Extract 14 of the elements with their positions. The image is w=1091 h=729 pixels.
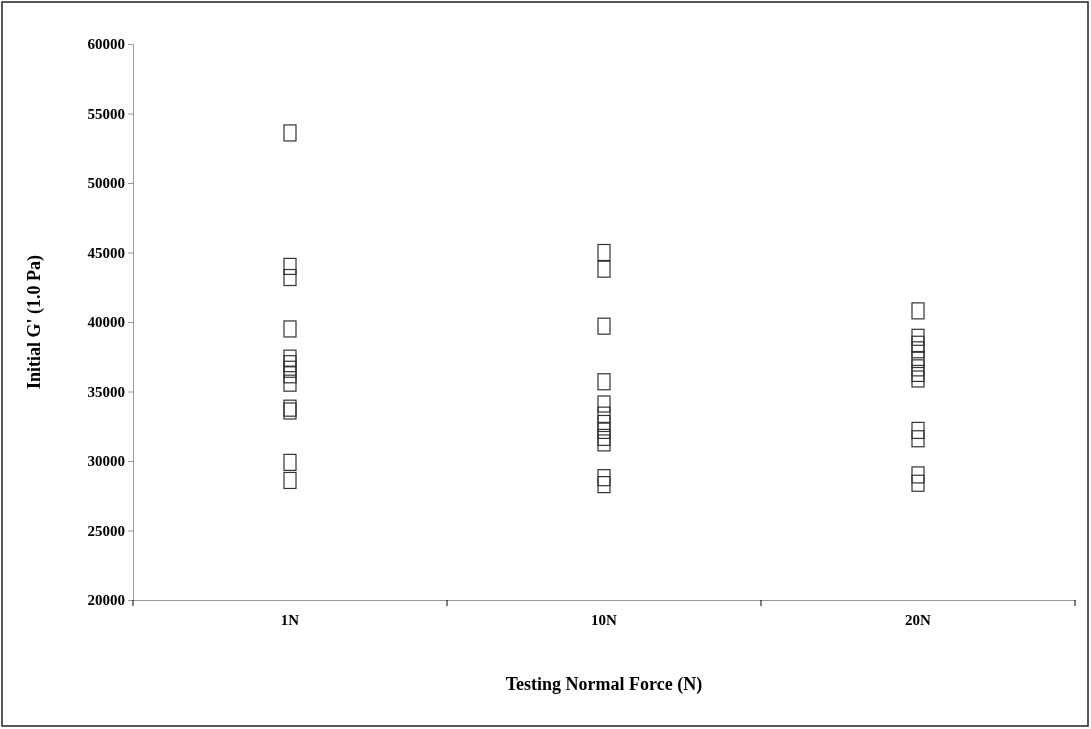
y-tick-label: 25000 (87, 522, 125, 539)
y-tick-label: 45000 (87, 244, 125, 261)
y-tick-label: 50000 (87, 175, 125, 192)
y-tick-label: 20000 (87, 592, 125, 609)
y-tick-label: 60000 (87, 36, 125, 53)
y-tick-label: 30000 (87, 453, 125, 470)
x-tick-label: 10N (591, 611, 618, 628)
y-axis-title: Initial G' (1.0 Pa) (24, 255, 45, 389)
y-tick-label: 40000 (87, 314, 125, 331)
x-tick-label: 1N (280, 611, 300, 628)
x-tick-label: 20N (905, 611, 932, 628)
y-tick-label: 55000 (87, 105, 125, 122)
y-tick-label: 35000 (87, 383, 125, 400)
x-axis-title: Testing Normal Force (N) (505, 674, 703, 695)
